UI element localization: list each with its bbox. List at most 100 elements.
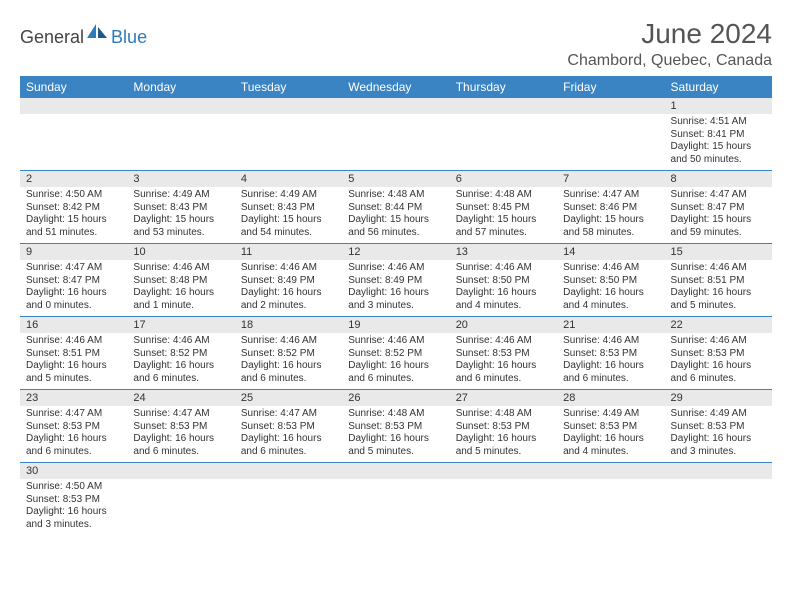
calendar-cell [342, 463, 449, 536]
sunset-text: Sunset: 8:53 PM [348, 421, 443, 434]
sunrise-text: Sunrise: 4:46 AM [241, 335, 336, 348]
day-body: Sunrise: 4:47 AMSunset: 8:53 PMDaylight:… [235, 406, 342, 462]
calendar-week-row: 30Sunrise: 4:50 AMSunset: 8:53 PMDayligh… [20, 463, 772, 536]
day-number: 15 [665, 244, 772, 260]
daylight-text: Daylight: 15 hours and 59 minutes. [671, 214, 766, 239]
daylight-text: Daylight: 16 hours and 2 minutes. [241, 287, 336, 312]
month-title: June 2024 [567, 18, 772, 50]
sunset-text: Sunset: 8:53 PM [241, 421, 336, 434]
location: Chambord, Quebec, Canada [567, 52, 772, 70]
day-body: Sunrise: 4:46 AMSunset: 8:52 PMDaylight:… [127, 333, 234, 389]
calendar-cell: 26Sunrise: 4:48 AMSunset: 8:53 PMDayligh… [342, 390, 449, 463]
daylight-text: Daylight: 15 hours and 58 minutes. [563, 214, 658, 239]
calendar-cell: 1Sunrise: 4:51 AMSunset: 8:41 PMDaylight… [665, 98, 772, 171]
calendar-cell: 9Sunrise: 4:47 AMSunset: 8:47 PMDaylight… [20, 244, 127, 317]
day-number: 10 [127, 244, 234, 260]
calendar-cell: 12Sunrise: 4:46 AMSunset: 8:49 PMDayligh… [342, 244, 449, 317]
day-number: 12 [342, 244, 449, 260]
day-body: Sunrise: 4:47 AMSunset: 8:46 PMDaylight:… [557, 187, 664, 243]
calendar-cell [665, 463, 772, 536]
logo-word-general: General [20, 27, 84, 48]
sunrise-text: Sunrise: 4:47 AM [26, 262, 121, 275]
daylight-text: Daylight: 16 hours and 5 minutes. [26, 360, 121, 385]
day-number: 6 [450, 171, 557, 187]
sunrise-text: Sunrise: 4:46 AM [348, 335, 443, 348]
calendar-cell: 18Sunrise: 4:46 AMSunset: 8:52 PMDayligh… [235, 317, 342, 390]
daylight-text: Daylight: 16 hours and 5 minutes. [671, 287, 766, 312]
weekday-header-row: Sunday Monday Tuesday Wednesday Thursday… [20, 76, 772, 98]
calendar-cell: 17Sunrise: 4:46 AMSunset: 8:52 PMDayligh… [127, 317, 234, 390]
sunset-text: Sunset: 8:41 PM [671, 129, 766, 142]
calendar-table: Sunday Monday Tuesday Wednesday Thursday… [20, 76, 772, 535]
daylight-text: Daylight: 16 hours and 4 minutes. [456, 287, 551, 312]
day-number [450, 463, 557, 479]
day-number: 24 [127, 390, 234, 406]
weekday-header: Monday [127, 76, 234, 98]
day-number: 9 [20, 244, 127, 260]
calendar-cell: 4Sunrise: 4:49 AMSunset: 8:43 PMDaylight… [235, 171, 342, 244]
day-body: Sunrise: 4:46 AMSunset: 8:52 PMDaylight:… [342, 333, 449, 389]
day-body: Sunrise: 4:47 AMSunset: 8:47 PMDaylight:… [20, 260, 127, 316]
day-body: Sunrise: 4:51 AMSunset: 8:41 PMDaylight:… [665, 114, 772, 170]
sunrise-text: Sunrise: 4:46 AM [26, 335, 121, 348]
day-number: 4 [235, 171, 342, 187]
day-number [342, 98, 449, 114]
sunset-text: Sunset: 8:49 PM [241, 275, 336, 288]
daylight-text: Daylight: 16 hours and 6 minutes. [133, 360, 228, 385]
daylight-text: Daylight: 15 hours and 54 minutes. [241, 214, 336, 239]
sunrise-text: Sunrise: 4:46 AM [456, 335, 551, 348]
calendar-cell: 22Sunrise: 4:46 AMSunset: 8:53 PMDayligh… [665, 317, 772, 390]
calendar-cell: 3Sunrise: 4:49 AMSunset: 8:43 PMDaylight… [127, 171, 234, 244]
sunset-text: Sunset: 8:49 PM [348, 275, 443, 288]
title-block: June 2024 Chambord, Quebec, Canada [567, 18, 772, 70]
calendar-week-row: 2Sunrise: 4:50 AMSunset: 8:42 PMDaylight… [20, 171, 772, 244]
calendar-cell: 25Sunrise: 4:47 AMSunset: 8:53 PMDayligh… [235, 390, 342, 463]
sunset-text: Sunset: 8:51 PM [671, 275, 766, 288]
sunset-text: Sunset: 8:53 PM [456, 348, 551, 361]
day-number: 22 [665, 317, 772, 333]
day-number [450, 98, 557, 114]
sunset-text: Sunset: 8:47 PM [26, 275, 121, 288]
daylight-text: Daylight: 16 hours and 4 minutes. [563, 433, 658, 458]
calendar-cell: 21Sunrise: 4:46 AMSunset: 8:53 PMDayligh… [557, 317, 664, 390]
calendar-cell: 10Sunrise: 4:46 AMSunset: 8:48 PMDayligh… [127, 244, 234, 317]
sunset-text: Sunset: 8:51 PM [26, 348, 121, 361]
day-number: 11 [235, 244, 342, 260]
sunrise-text: Sunrise: 4:47 AM [241, 408, 336, 421]
sunset-text: Sunset: 8:43 PM [241, 202, 336, 215]
daylight-text: Daylight: 16 hours and 1 minute. [133, 287, 228, 312]
day-body: Sunrise: 4:50 AMSunset: 8:53 PMDaylight:… [20, 479, 127, 535]
calendar-cell [557, 98, 664, 171]
calendar-cell [342, 98, 449, 171]
day-number: 13 [450, 244, 557, 260]
day-number [665, 463, 772, 479]
sunset-text: Sunset: 8:52 PM [241, 348, 336, 361]
daylight-text: Daylight: 15 hours and 51 minutes. [26, 214, 121, 239]
calendar-cell: 7Sunrise: 4:47 AMSunset: 8:46 PMDaylight… [557, 171, 664, 244]
day-number [235, 98, 342, 114]
sunset-text: Sunset: 8:42 PM [26, 202, 121, 215]
daylight-text: Daylight: 15 hours and 50 minutes. [671, 141, 766, 166]
sunset-text: Sunset: 8:47 PM [671, 202, 766, 215]
day-number: 28 [557, 390, 664, 406]
calendar-cell: 24Sunrise: 4:47 AMSunset: 8:53 PMDayligh… [127, 390, 234, 463]
sunset-text: Sunset: 8:50 PM [456, 275, 551, 288]
sunrise-text: Sunrise: 4:49 AM [563, 408, 658, 421]
calendar-cell: 13Sunrise: 4:46 AMSunset: 8:50 PMDayligh… [450, 244, 557, 317]
day-number: 19 [342, 317, 449, 333]
calendar-cell: 2Sunrise: 4:50 AMSunset: 8:42 PMDaylight… [20, 171, 127, 244]
sunrise-text: Sunrise: 4:46 AM [563, 335, 658, 348]
daylight-text: Daylight: 16 hours and 3 minutes. [671, 433, 766, 458]
sunset-text: Sunset: 8:52 PM [348, 348, 443, 361]
day-body: Sunrise: 4:48 AMSunset: 8:45 PMDaylight:… [450, 187, 557, 243]
sunrise-text: Sunrise: 4:46 AM [563, 262, 658, 275]
sunrise-text: Sunrise: 4:46 AM [671, 335, 766, 348]
daylight-text: Daylight: 16 hours and 6 minutes. [241, 433, 336, 458]
calendar-cell: 8Sunrise: 4:47 AMSunset: 8:47 PMDaylight… [665, 171, 772, 244]
sunset-text: Sunset: 8:43 PM [133, 202, 228, 215]
day-body: Sunrise: 4:46 AMSunset: 8:48 PMDaylight:… [127, 260, 234, 316]
sunset-text: Sunset: 8:52 PM [133, 348, 228, 361]
weekday-header: Friday [557, 76, 664, 98]
sunset-text: Sunset: 8:53 PM [26, 421, 121, 434]
daylight-text: Daylight: 16 hours and 6 minutes. [671, 360, 766, 385]
